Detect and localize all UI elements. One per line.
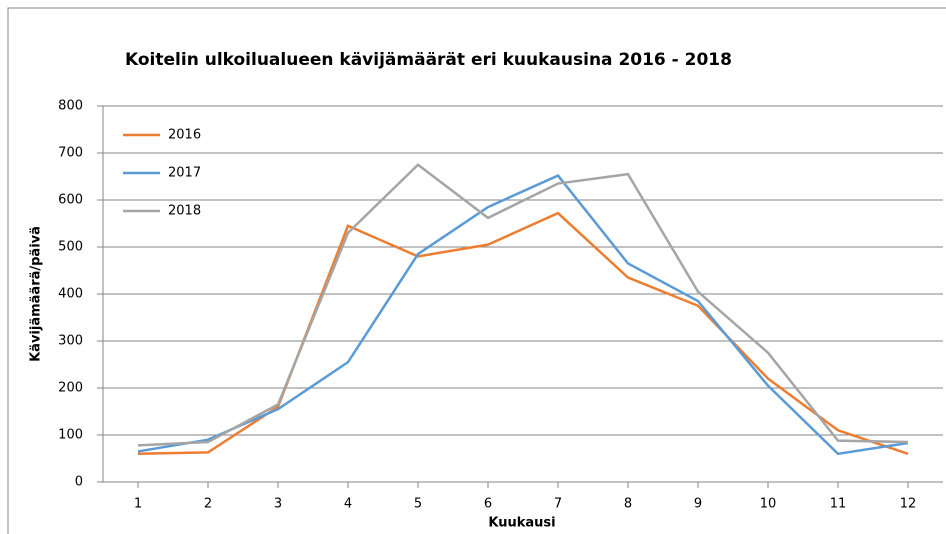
y-tick-label: 0 xyxy=(75,475,83,490)
x-tick-label: 2 xyxy=(204,497,212,512)
x-tick-label: 9 xyxy=(694,497,702,512)
x-tick-label: 7 xyxy=(554,497,562,512)
legend-label: 2016 xyxy=(168,128,201,143)
x-tick-label: 12 xyxy=(900,497,917,512)
x-tick-label: 3 xyxy=(274,497,282,512)
y-tick-label: 400 xyxy=(58,287,83,302)
y-tick-label: 600 xyxy=(58,193,83,208)
series-line xyxy=(137,174,909,456)
x-tick-label: 10 xyxy=(760,497,777,512)
x-tick-label: 5 xyxy=(414,497,422,512)
chart-frame xyxy=(7,7,946,534)
y-tick-label: 300 xyxy=(58,334,83,349)
y-axis-title: Kävijämäärä/päivä xyxy=(29,226,44,362)
x-tick-label: 8 xyxy=(624,497,632,512)
x-tick-label: 11 xyxy=(830,497,847,512)
y-tick-label: 700 xyxy=(58,146,83,161)
x-tick-label: 1 xyxy=(134,497,142,512)
y-tick-label: 800 xyxy=(58,99,83,114)
x-tick-label: 4 xyxy=(344,497,352,512)
legend-label: 2018 xyxy=(168,204,201,219)
y-tick-label: 500 xyxy=(58,240,83,255)
legend-label: 2017 xyxy=(168,166,201,181)
y-tick-label: 100 xyxy=(58,428,83,443)
x-tick-label: 6 xyxy=(484,497,492,512)
chart-title: Koitelin ulkoilualueen kävijämäärät eri … xyxy=(125,50,732,70)
series-line xyxy=(137,163,909,447)
y-tick-label: 200 xyxy=(58,381,83,396)
x-axis-title: Kuukausi xyxy=(488,516,555,531)
